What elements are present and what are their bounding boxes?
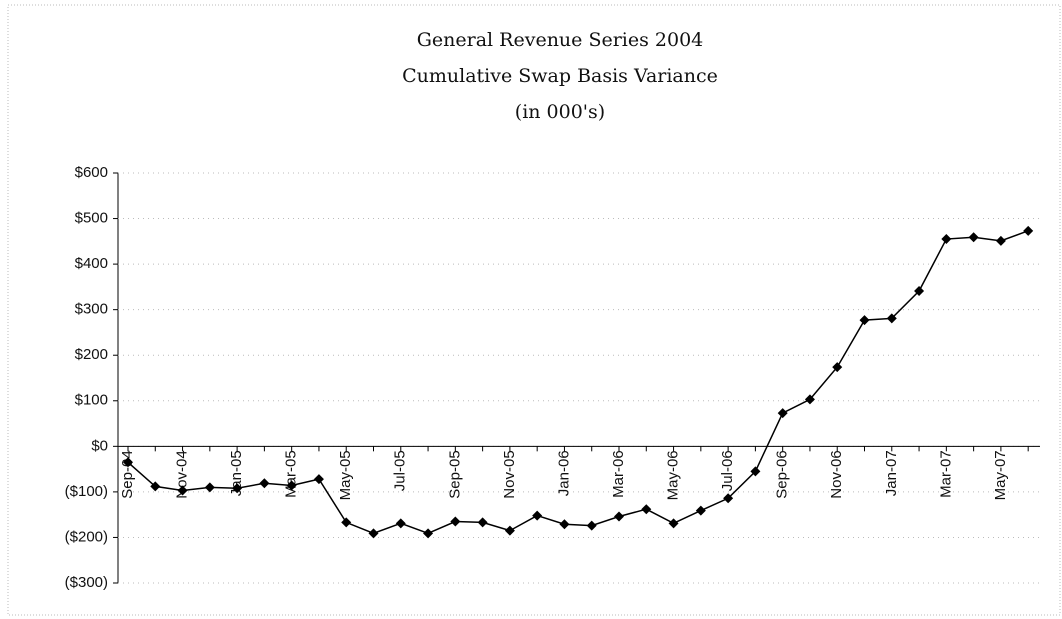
- marker: [532, 510, 543, 521]
- x-tick-label: May-07: [992, 450, 1009, 500]
- y-tick-label: $300: [75, 301, 108, 318]
- x-tick-label: Sep-05: [446, 450, 463, 498]
- x-tick-label: May-05: [337, 450, 354, 500]
- x-tick-label: Mar-06: [610, 450, 627, 498]
- marker: [177, 485, 188, 496]
- marker: [859, 315, 870, 326]
- marker: [750, 466, 761, 477]
- y-tick-label: ($100): [65, 483, 108, 500]
- marker: [804, 394, 815, 405]
- y-tick-label: $200: [75, 346, 108, 363]
- marker: [723, 493, 734, 504]
- marker: [995, 235, 1006, 246]
- marker: [423, 528, 434, 539]
- marker: [586, 520, 597, 531]
- marker: [450, 516, 461, 527]
- y-tick-label: $0: [91, 437, 108, 454]
- x-tick-label: Jul-05: [392, 450, 409, 491]
- marker: [286, 480, 297, 491]
- marker: [559, 519, 570, 530]
- marker: [123, 457, 133, 468]
- x-tick-label: Jan-07: [883, 450, 900, 496]
- marker: [968, 232, 979, 243]
- marker: [477, 517, 488, 528]
- y-tick-label: $100: [75, 392, 108, 409]
- x-tick-label: Jan-05: [228, 450, 245, 496]
- x-tick-label: Nov-05: [501, 450, 518, 498]
- marker: [259, 478, 270, 489]
- line: [127, 230, 1029, 535]
- chart-border: [7, 4, 1061, 616]
- x-tick-label: Nov-06: [828, 450, 845, 498]
- marker: [341, 517, 352, 528]
- marker: [313, 474, 324, 485]
- y-tick-label: $400: [75, 255, 108, 272]
- x-tick-label: Jul-06: [719, 450, 736, 491]
- marker: [832, 362, 843, 373]
- marker: [668, 518, 679, 529]
- x-tick-label: Sep-04: [119, 450, 136, 498]
- x-tick-label: Mar-07: [937, 450, 954, 498]
- marker: [886, 313, 897, 324]
- marker: [914, 285, 925, 296]
- marker: [204, 482, 215, 493]
- x-tick-label: Mar-05: [283, 450, 300, 498]
- marker: [368, 528, 379, 539]
- x-tick-label: Sep-06: [774, 450, 791, 498]
- marker: [504, 525, 515, 536]
- marker: [777, 408, 788, 419]
- marker: [941, 234, 952, 245]
- marker: [1023, 225, 1034, 236]
- y-tick-label: $600: [75, 164, 108, 181]
- unit-note: (in 000's): [515, 101, 605, 123]
- x-tick-label: May-06: [665, 450, 682, 500]
- marker: [614, 511, 625, 522]
- chart-title: General Revenue Series 2004: [417, 29, 704, 51]
- marker: [395, 518, 406, 529]
- marker: [641, 504, 652, 515]
- y-tick-label: $500: [75, 210, 108, 227]
- x-tick-label: Jan-06: [555, 450, 572, 496]
- marker: [695, 505, 706, 516]
- marker: [232, 483, 243, 494]
- x-tick-label: Nov-04: [174, 450, 191, 498]
- y-tick-label: ($200): [65, 528, 108, 545]
- y-tick-label: ($300): [65, 574, 108, 591]
- chart-subtitle: Cumulative Swap Basis Variance: [402, 65, 718, 87]
- marker: [150, 481, 161, 492]
